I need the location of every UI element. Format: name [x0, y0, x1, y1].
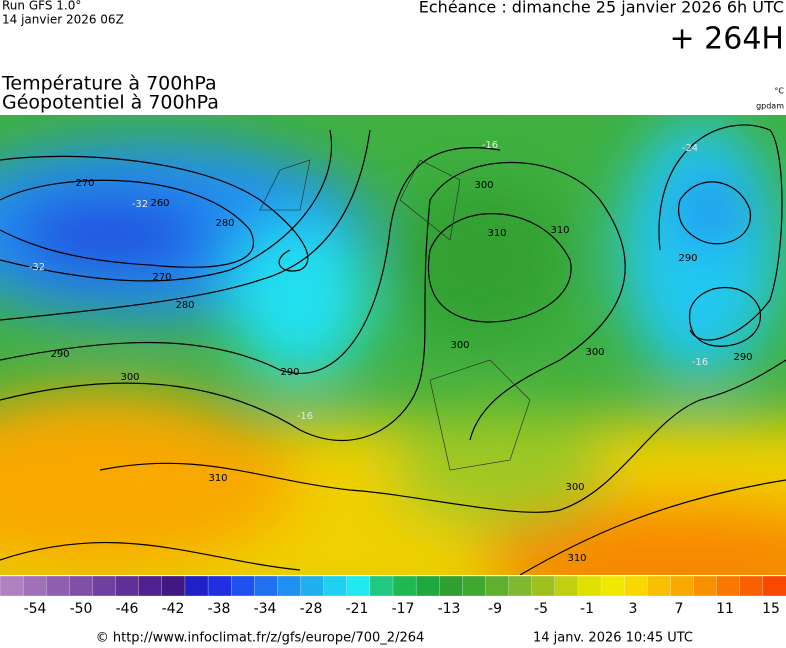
contour-label: 280 — [175, 300, 194, 311]
run-date: 14 janvier 2026 06Z — [2, 13, 124, 27]
contour-label: 260 — [150, 198, 169, 209]
contour-label: 270 — [75, 178, 94, 189]
colorbar-cell — [161, 575, 186, 597]
contour-label: -32 — [132, 199, 148, 210]
colorbar-label: -34 — [254, 601, 277, 617]
colorbar-cell — [115, 575, 140, 597]
colorbar-cell — [46, 575, 71, 597]
colorbar-cell — [739, 575, 764, 597]
contour-labels: 270260-32270280280310290300310-16290300-… — [29, 140, 753, 564]
timestamp: 14 janv. 2026 10:45 UTC — [533, 631, 693, 646]
colorbar-cell — [762, 575, 786, 597]
colorbar-cell — [554, 575, 579, 597]
colorbar-cell — [693, 575, 718, 597]
colorbar-cell — [531, 575, 556, 597]
colorbar-label: -21 — [346, 601, 369, 617]
contour-label: 280 — [215, 218, 234, 229]
colorbar-cell — [300, 575, 325, 597]
contour-label: 290 — [50, 349, 69, 360]
colorbar-cell — [670, 575, 695, 597]
title-temperature: Température à 700hPa — [1, 73, 217, 95]
colorbar-cell — [277, 575, 302, 597]
colorbar: -54 -50 -46 -42 -38 -34 -28 -21 -17 -13 -9 -5 -1 3 7 11… — [0, 575, 786, 617]
contour-label: -24 — [682, 143, 698, 154]
contour-label: 310 — [208, 473, 227, 484]
contour-label: 300 — [585, 347, 604, 358]
contour-label: 310 — [487, 228, 506, 239]
colorbar-label: -38 — [208, 601, 231, 617]
title-geopotential: Géopotentiel à 700hPa — [2, 92, 219, 114]
contour-label: 300 — [565, 482, 584, 493]
colorbar-cell — [323, 575, 348, 597]
colorbar-cell — [392, 575, 417, 597]
colorbar-cell — [69, 575, 94, 597]
contour-label: -16 — [297, 411, 313, 422]
contour-label: 300 — [120, 372, 139, 383]
colorbar-label: 15 — [762, 601, 780, 617]
colorbar-cell — [207, 575, 232, 597]
colorbar-label: -5 — [534, 601, 548, 617]
echeance: Echéance : dimanche 25 janvier 2026 6h U… — [419, 0, 784, 17]
colorbar-cell — [0, 575, 24, 597]
colorbar-label: -17 — [392, 601, 415, 617]
colorbar-label: -13 — [438, 601, 461, 617]
colorbar-cell — [22, 575, 47, 597]
colorbar-cell — [138, 575, 163, 597]
colorbar-cell — [600, 575, 625, 597]
unit-geo: gpdam — [756, 102, 784, 111]
contour-label: 270 — [152, 272, 171, 283]
colorbar-label: -50 — [70, 601, 93, 617]
colorbar-label: -54 — [24, 601, 47, 617]
colorbar-cell — [462, 575, 487, 597]
colorbar-cell — [716, 575, 741, 597]
contour-label: -16 — [692, 357, 708, 368]
contour-label: 310 — [550, 225, 569, 236]
colorbar-label: -1 — [580, 601, 594, 617]
run: Run GFS 1.0° — [2, 0, 81, 13]
colorbar-cell — [369, 575, 394, 597]
map — [0, 115, 786, 575]
colorbar-cell — [92, 575, 117, 597]
contour-label: 310 — [567, 553, 586, 564]
colorbar-label: -9 — [488, 601, 502, 617]
colorbar-label: 7 — [675, 601, 684, 617]
colorbar-label: -46 — [116, 601, 139, 617]
colorbar-cell — [508, 575, 533, 597]
contour-label: 290 — [280, 367, 299, 378]
contour-label: 300 — [474, 180, 493, 191]
contour-label: 290 — [733, 352, 752, 363]
unit-temp: °C — [774, 87, 784, 96]
contour-label: -16 — [482, 140, 498, 151]
colorbar-label: -42 — [162, 601, 185, 617]
colorbar-label: 11 — [716, 601, 734, 617]
source-url: © http://www.infoclimat.fr/z/gfs/europe/… — [96, 631, 425, 646]
contour-label: 290 — [678, 253, 697, 264]
colorbar-cell — [254, 575, 279, 597]
colorbar-cell — [647, 575, 672, 597]
contour-label: -32 — [29, 262, 45, 273]
colorbar-cell — [231, 575, 255, 597]
lead-time: + 264H — [670, 22, 785, 57]
colorbar-label: 3 — [629, 601, 638, 617]
colorbar-label: -28 — [300, 601, 323, 617]
colorbar-cell — [346, 575, 371, 597]
contour-label: 300 — [450, 340, 469, 351]
colorbar-cell — [439, 575, 464, 597]
colorbar-cell — [485, 575, 510, 597]
colorbar-cell — [184, 575, 209, 597]
colorbar-cell — [415, 575, 440, 597]
colorbar-cell — [624, 575, 648, 597]
colorbar-cell — [577, 575, 602, 597]
